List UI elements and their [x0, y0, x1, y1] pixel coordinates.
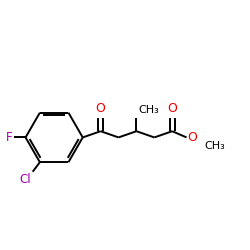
Text: O: O	[188, 131, 198, 144]
Text: O: O	[167, 102, 177, 114]
Text: CH₃: CH₃	[204, 142, 225, 152]
Text: O: O	[96, 102, 106, 114]
Text: F: F	[6, 131, 12, 144]
Text: CH₃: CH₃	[138, 105, 159, 115]
Text: Cl: Cl	[20, 173, 32, 186]
